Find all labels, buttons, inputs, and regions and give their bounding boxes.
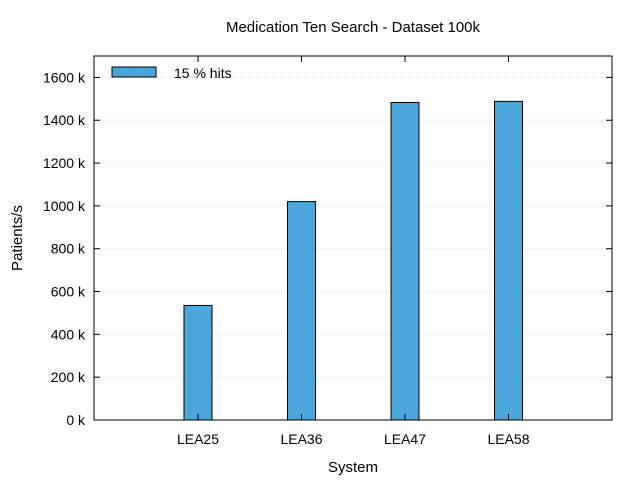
y-tick-label: 1600 k [43, 69, 86, 85]
y-tick-label: 800 k [51, 241, 86, 257]
y-tick-label: 1400 k [43, 112, 86, 128]
x-tick-label: LEA47 [384, 431, 426, 447]
x-tick-label: LEA25 [177, 431, 219, 447]
x-tick-label: LEA36 [280, 431, 322, 447]
y-tick-label: 1200 k [43, 155, 86, 171]
y-tick-label: 200 k [51, 369, 86, 385]
legend: 15 % hits [111, 65, 232, 81]
plot-frame [93, 55, 613, 421]
x-axis: LEA25 LEA36 LEA47 LEA58 [177, 56, 530, 447]
bar-lea47 [390, 101, 420, 421]
chart-title: Medication Ten Search - Dataset 100k [226, 19, 481, 36]
grid-lines [94, 76, 612, 378]
x-tick-label: LEA58 [487, 431, 529, 447]
bars [183, 100, 523, 421]
bar-lea36 [287, 201, 316, 421]
y-axis: 0 k 200 k 400 k 600 k 800 k 1000 k 1200 k 1400 … [43, 69, 612, 428]
y-tick-label: 400 k [51, 326, 86, 342]
x-axis-label: System [328, 459, 378, 476]
bar-lea25 [183, 304, 213, 421]
legend-swatch [111, 66, 157, 78]
y-axis-label: Patients/s [9, 205, 26, 271]
y-tick-label: 1000 k [43, 198, 86, 214]
legend-label: 15 % hits [174, 65, 232, 81]
bar-lea58 [494, 100, 523, 421]
y-tick-label: 0 k [66, 412, 86, 428]
y-tick-label: 600 k [51, 284, 86, 300]
